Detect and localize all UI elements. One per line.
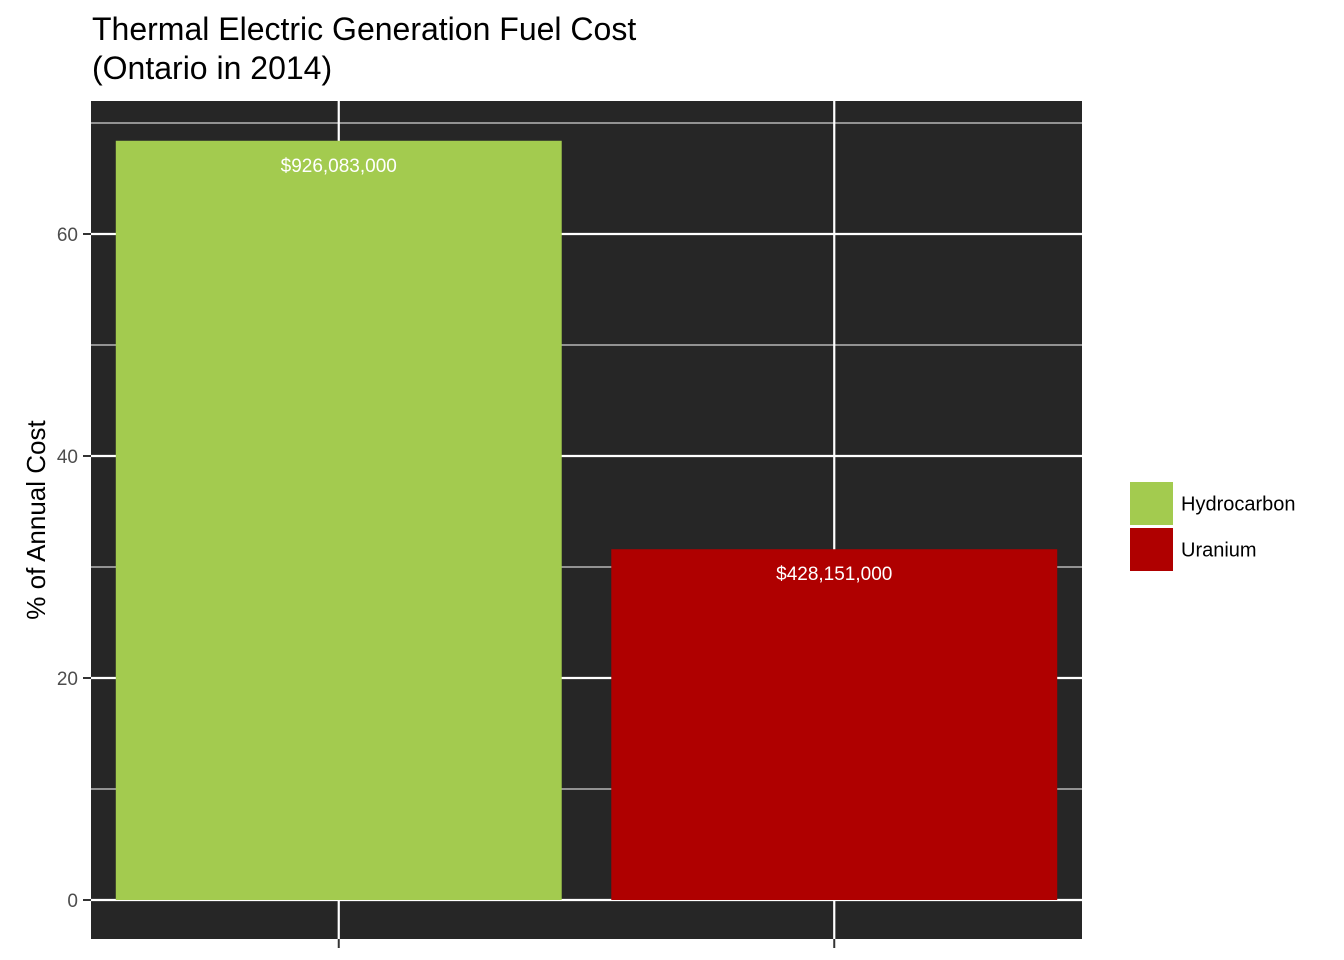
legend-label-hydrocarbon: Hydrocarbon (1181, 494, 1296, 516)
bar-uranium (611, 549, 1058, 900)
y-axis-title: % of Annual Cost (21, 420, 51, 620)
legend-key-uranium (1130, 528, 1173, 571)
data-label-hydrocarbon: $926,083,000 (281, 156, 397, 177)
legend-label-uranium: Uranium (1181, 540, 1257, 562)
data-label-uranium: $428,151,000 (776, 564, 892, 585)
legend: Hydrocarbon Uranium (1130, 482, 1296, 571)
y-tick-label: 40 (57, 447, 78, 468)
bar-hydrocarbon (115, 140, 562, 900)
y-tick-label: 20 (57, 669, 78, 690)
y-tick-label: 60 (57, 225, 78, 246)
chart-title-line-1: Thermal Electric Generation Fuel Cost (92, 11, 636, 47)
legend-key-hydrocarbon (1130, 482, 1173, 525)
chart-title-line-2: (Ontario in 2014) (92, 50, 332, 86)
y-tick-label: 0 (67, 891, 78, 912)
plot-area: $926,083,000 $428,151,000 0 20 40 60 (57, 101, 1082, 948)
